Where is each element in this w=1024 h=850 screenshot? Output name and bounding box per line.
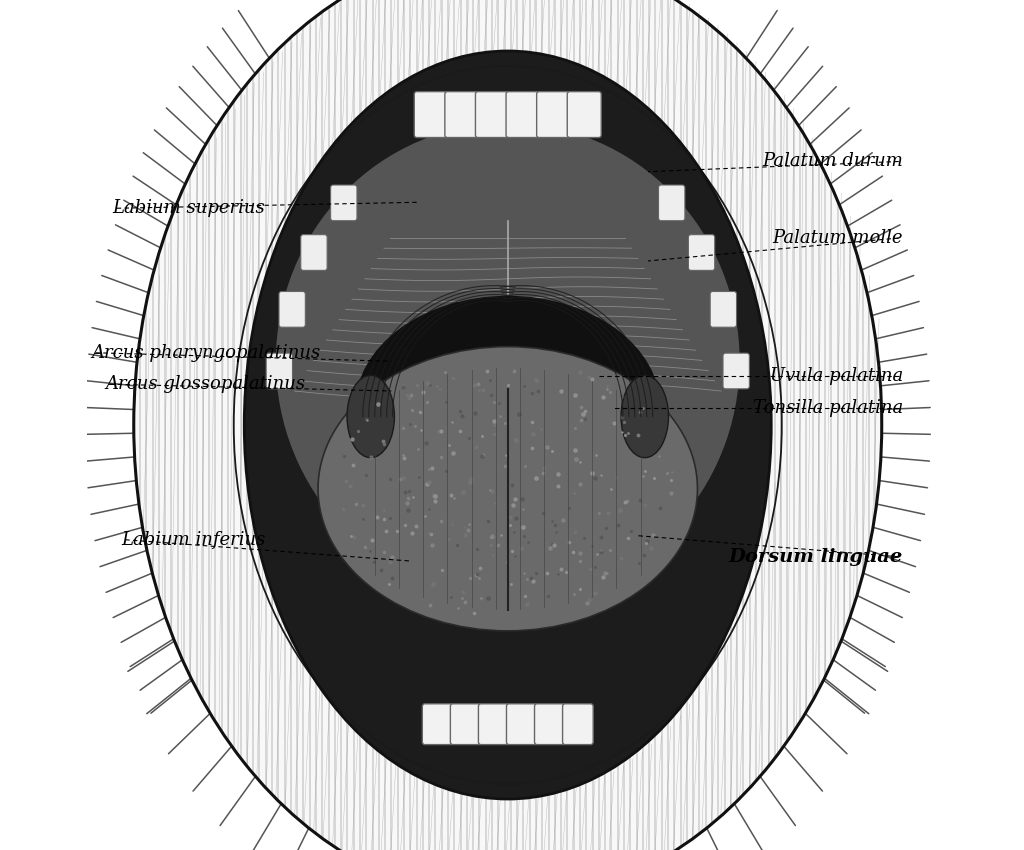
Text: Uvula palatina: Uvula palatina xyxy=(770,366,903,385)
FancyBboxPatch shape xyxy=(331,185,357,221)
FancyBboxPatch shape xyxy=(444,92,479,138)
FancyBboxPatch shape xyxy=(535,704,565,745)
Text: Arcus glossopalatinus: Arcus glossopalatinus xyxy=(105,375,306,394)
Ellipse shape xyxy=(134,0,882,850)
Ellipse shape xyxy=(347,376,394,457)
FancyBboxPatch shape xyxy=(478,704,509,745)
FancyBboxPatch shape xyxy=(506,92,540,138)
Ellipse shape xyxy=(275,123,739,599)
FancyBboxPatch shape xyxy=(723,353,750,388)
FancyBboxPatch shape xyxy=(451,704,481,745)
FancyBboxPatch shape xyxy=(567,92,601,138)
Ellipse shape xyxy=(318,347,697,631)
FancyBboxPatch shape xyxy=(475,92,510,138)
FancyBboxPatch shape xyxy=(562,704,593,745)
Ellipse shape xyxy=(245,51,771,799)
FancyBboxPatch shape xyxy=(688,235,715,270)
Ellipse shape xyxy=(621,376,669,457)
FancyBboxPatch shape xyxy=(422,704,453,745)
Text: Palatum molle: Palatum molle xyxy=(772,229,903,247)
Text: Dorsum linguae: Dorsum linguae xyxy=(729,547,903,566)
FancyBboxPatch shape xyxy=(658,185,685,221)
FancyBboxPatch shape xyxy=(301,235,327,270)
FancyBboxPatch shape xyxy=(266,353,293,388)
Text: Labium superius: Labium superius xyxy=(113,199,265,218)
FancyBboxPatch shape xyxy=(507,704,537,745)
Text: Arcus pharyngopalatinus: Arcus pharyngopalatinus xyxy=(91,343,321,362)
FancyBboxPatch shape xyxy=(537,92,570,138)
FancyBboxPatch shape xyxy=(711,292,736,327)
Text: Labium inferius: Labium inferius xyxy=(121,530,265,549)
Text: Tonsilla palatina: Tonsilla palatina xyxy=(753,399,903,417)
Ellipse shape xyxy=(355,296,660,520)
Text: Palatum durum: Palatum durum xyxy=(762,152,903,171)
FancyBboxPatch shape xyxy=(279,292,305,327)
FancyBboxPatch shape xyxy=(415,92,449,138)
